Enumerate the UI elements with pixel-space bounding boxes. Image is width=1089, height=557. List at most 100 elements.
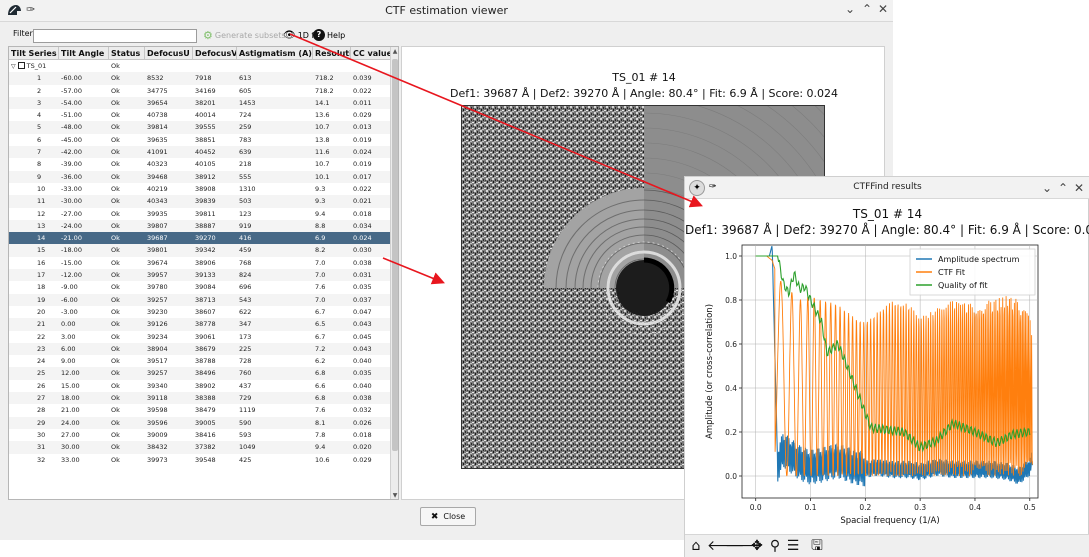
checkbox-icon[interactable]: [17, 62, 25, 69]
table-row[interactable]: 8 -39.00 Ok 40323 40105 218 10.7 0.019: [9, 158, 392, 170]
table-cell: 40219: [147, 184, 168, 193]
col-defocus-u[interactable]: DefocusU: [145, 47, 193, 59]
table-cell: 39234: [147, 332, 168, 341]
close-button[interactable]: ✖ Close: [420, 507, 476, 526]
table-cell: 1453: [239, 98, 256, 107]
table-row[interactable]: 24 9.00 Ok 39517 38788 728 6.2 0.040: [9, 355, 392, 367]
maximize-icon[interactable]: ⌃: [861, 2, 873, 16]
table-row[interactable]: 6 -45.00 Ok 39635 38851 783 13.8 0.019: [9, 134, 392, 146]
minimize-icon[interactable]: ⌄: [844, 2, 856, 16]
table-row[interactable]: 22 3.00 Ok 39234 39061 173 6.7 0.045: [9, 331, 392, 343]
x-axis-label: Spacial frequency (1/A): [840, 516, 939, 526]
scroll-down-icon[interactable]: ▼: [392, 492, 398, 499]
table-row[interactable]: 20 -3.00 Ok 39230 38607 622 6.7 0.047: [9, 306, 392, 318]
filter-input[interactable]: [33, 29, 197, 43]
help-button[interactable]: ? Help: [313, 28, 345, 42]
close-window-icon[interactable]: ✕: [1073, 181, 1085, 195]
forward-icon[interactable]: 🡒: [725, 538, 763, 554]
col-cc-value[interactable]: CC value: [353, 47, 392, 59]
table-row[interactable]: 2 -57.00 Ok 34775 34169 605 718.2 0.022: [9, 85, 392, 97]
close-window-icon[interactable]: ✕: [877, 2, 889, 16]
tree-expand-icon[interactable]: ▽: [11, 63, 16, 70]
ctffind-results-window: ✦ ✑ CTFFind results ⌄ ⌃ ✕ TS_01 # 14 Def…: [684, 176, 1089, 557]
home-icon[interactable]: ⌂: [691, 538, 701, 554]
table-row[interactable]: 9 -36.00 Ok 39468 38912 555 10.1 0.017: [9, 170, 392, 183]
table-row[interactable]: 4 -51.00 Ok 40738 40014 724 13.6 0.029: [9, 109, 392, 121]
table-row[interactable]: 16 -15.00 Ok 39674 38906 768 7.0 0.038: [9, 257, 392, 269]
table-row[interactable]: 12 -27.00 Ok 39935 39811 123 9.4 0.018: [9, 208, 392, 220]
table-row[interactable]: 18 -9.00 Ok 39780 39084 696 7.6 0.035: [9, 281, 392, 293]
table-cell: 225: [239, 344, 252, 353]
table-row[interactable]: 27 18.00 Ok 39118 38388 729 6.8 0.038: [9, 392, 392, 405]
table-row[interactable]: 19 -6.00 Ok 39257 38713 543 7.0 0.037: [9, 293, 392, 306]
table-row[interactable]: 23 6.00 Ok 38904 38679 225 7.2 0.043: [9, 342, 392, 356]
pan-icon[interactable]: ✥: [751, 538, 763, 554]
table-cell: 824: [239, 271, 252, 280]
x-tick-label: 0.4: [969, 503, 981, 512]
table-cell: 18.00: [61, 394, 80, 403]
table-cell: 0.040: [353, 381, 372, 390]
zoom-icon[interactable]: ⚲: [769, 538, 781, 554]
table-row[interactable]: 15 -18.00 Ok 39801 39342 459 8.2 0.030: [9, 244, 392, 257]
col-astigmatism[interactable]: Astigmatism (A): [239, 47, 313, 59]
table-cell: Ok: [111, 307, 120, 316]
group-status: Ok: [111, 62, 120, 70]
table-row[interactable]: 31 30.00 Ok 38432 37382 1049 9.4 0.020: [9, 441, 392, 454]
table-cell: 39780: [147, 283, 168, 292]
table-row[interactable]: 5 -48.00 Ok 39814 39555 259 10.7 0.013: [9, 121, 392, 134]
table-cell: 1049: [239, 443, 256, 452]
table-cell: -45.00: [61, 135, 82, 144]
generate-subsets-button[interactable]: ⚙ Generate subsets: [203, 28, 286, 42]
table-row[interactable]: 25 12.00 Ok 39257 38496 760 6.8 0.035: [9, 367, 392, 380]
table-row[interactable]: 26 15.00 Ok 39340 38902 437 6.6 0.040: [9, 380, 392, 392]
table-cell: 39257: [147, 369, 168, 378]
table-row[interactable]: 13 -24.00 Ok 39807 38887 919 8.8 0.034: [9, 219, 392, 233]
table-cell: 8.1: [315, 418, 326, 427]
col-status[interactable]: Status: [109, 47, 145, 59]
table-cell: 728: [239, 357, 252, 366]
tree-group-cell: ▽ TS_01: [9, 60, 59, 72]
table-cell: 28: [37, 406, 46, 415]
x-tick-label: 0.2: [859, 503, 871, 512]
table-row[interactable]: 11 -30.00 Ok 40343 39839 503 9.3 0.021: [9, 195, 392, 208]
save-icon[interactable]: 🖫: [811, 538, 823, 554]
table-row[interactable]: 30 27.00 Ok 39009 38416 593 7.8 0.018: [9, 429, 392, 441]
col-resolution[interactable]: Resolution: [315, 47, 351, 59]
table-row[interactable]: 10 -33.00 Ok 40219 38908 1310 9.3 0.022: [9, 183, 392, 195]
y-axis-label: Amplitude (or cross-correlation): [705, 304, 715, 439]
maximize-icon[interactable]: ⌃: [1057, 181, 1069, 195]
table-cell: 39230: [147, 307, 168, 316]
table-row[interactable]: 3 -54.00 Ok 39654 38201 1453 14.1 0.011: [9, 96, 392, 110]
table-row[interactable]: 7 -42.00 Ok 41091 40452 639 11.6 0.024: [9, 146, 392, 159]
scroll-up-icon[interactable]: ▲: [392, 48, 398, 55]
table-row[interactable]: 28 21.00 Ok 39598 38479 1119 7.6 0.032: [9, 404, 392, 416]
minimize-icon[interactable]: ⌄: [1041, 181, 1053, 195]
table-row[interactable]: 17 -12.00 Ok 39957 39133 824 7.0 0.031: [9, 269, 392, 282]
plot-title: TS_01 # 14: [852, 207, 923, 221]
table-cell: 437: [239, 381, 252, 390]
table-row[interactable]: 29 24.00 Ok 39596 39005 590 8.1 0.026: [9, 416, 392, 429]
tree-group-row[interactable]: ▽ TS_01 Ok: [9, 60, 392, 72]
scrollbar-thumb[interactable]: [392, 59, 398, 451]
table-cell: 0.024: [353, 148, 372, 157]
table-row[interactable]: 32 33.00 Ok 39973 39548 425 10.6 0.029: [9, 454, 392, 466]
table-cell: Ok: [111, 369, 120, 378]
table-cell: 0.037: [353, 295, 372, 304]
pin-icon[interactable]: ✑: [26, 3, 36, 16]
table-cell: 38479: [195, 406, 216, 415]
col-tilt-series[interactable]: Tilt Series: [9, 47, 59, 59]
table-row[interactable]: 1 -60.00 Ok 8532 7918 613 718.2 0.039: [9, 72, 392, 85]
pin-icon[interactable]: ✑: [709, 182, 717, 192]
table-row[interactable]: 14 -21.00 Ok 39687 39270 416 6.9 0.024: [9, 232, 392, 245]
table-row[interactable]: 21 0.00 Ok 39126 38778 347 6.5 0.043: [9, 318, 392, 331]
table-cell: 40452: [195, 148, 216, 157]
table-cell: 38788: [195, 357, 216, 366]
main-window-title: CTF estimation viewer: [385, 4, 508, 17]
table-scrollbar[interactable]: ▲ ▼: [390, 47, 398, 499]
col-tilt-angle[interactable]: Tilt Angle: [59, 47, 109, 59]
table-cell: 6.2: [315, 357, 326, 366]
col-defocus-v[interactable]: DefocusV: [195, 47, 237, 59]
table-cell: 39811: [195, 209, 216, 218]
configure-icon[interactable]: ☰: [786, 538, 800, 554]
back-icon[interactable]: 🡐: [707, 538, 745, 554]
